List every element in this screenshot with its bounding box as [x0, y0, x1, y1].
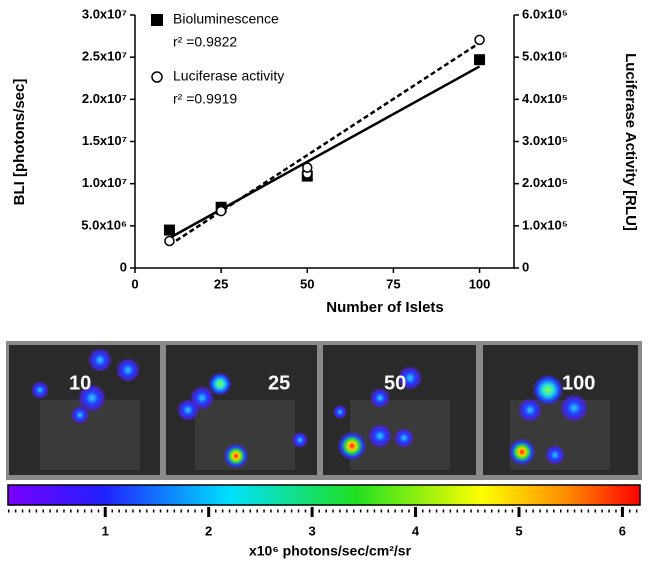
- y2-axis-title: Luciferase Activity [RLU]: [622, 53, 639, 231]
- image-label: 50: [384, 372, 406, 394]
- x-tick-label: 50: [300, 276, 314, 291]
- colorbar-label: x10⁶ photons/sec/cm²/sr: [249, 543, 412, 559]
- y2-tick-label: 0: [522, 259, 529, 274]
- point: [215, 205, 227, 217]
- colorbar: [7, 484, 641, 506]
- image-label: 25: [268, 372, 290, 394]
- image-strip: [6, 341, 642, 480]
- y-tick-label: 2.0x10⁷: [82, 91, 127, 106]
- y2-tick-label: 2.0x10⁵: [522, 175, 568, 190]
- y-tick-label: 1.5x10⁷: [82, 133, 127, 148]
- y-tick-label: 5.0x10⁶: [81, 217, 127, 232]
- x-tick-label: 75: [386, 276, 400, 291]
- colorbar-tick-label: 4: [412, 523, 420, 538]
- x-tick-label: 0: [131, 276, 138, 291]
- colorbar-tick-label: 5: [515, 523, 522, 538]
- r2-annotation: r² =0.9822: [173, 34, 237, 50]
- point: [163, 224, 175, 236]
- point: [474, 54, 486, 66]
- image-label: 100: [562, 372, 595, 394]
- legend-label: Bioluminescence: [173, 11, 279, 27]
- fit-line: [168, 41, 481, 247]
- y2-tick-label: 3.0x10⁵: [522, 133, 568, 148]
- image-label: 10: [69, 372, 91, 394]
- y2-tick-label: 1.0x10⁵: [522, 217, 568, 232]
- colorbar-tick-label: 3: [308, 523, 315, 538]
- legend-marker: [151, 14, 163, 26]
- legend-label: Luciferase activity: [173, 68, 284, 84]
- y-tick-label: 1.0x10⁷: [82, 175, 127, 190]
- y2-tick-label: 5.0x10⁵: [522, 49, 568, 64]
- x-axis-title: Number of Islets: [326, 299, 444, 316]
- y-tick-label: 2.5x10⁷: [82, 49, 127, 64]
- point: [302, 162, 313, 173]
- legend-marker: [151, 71, 163, 83]
- colorbar-tick-label: 6: [619, 523, 626, 538]
- x-tick-label: 25: [214, 276, 228, 291]
- y-tick-label: 3.0x10⁷: [82, 6, 127, 21]
- y2-tick-label: 4.0x10⁵: [522, 91, 568, 106]
- colorbar-tick-label: 1: [102, 523, 109, 538]
- y2-tick-label: 6.0x10⁵: [522, 6, 568, 21]
- x-tick-label: 100: [469, 276, 491, 291]
- y-tick-label: 0: [120, 259, 127, 274]
- colorbar-tick-label: 2: [205, 523, 212, 538]
- point: [164, 235, 175, 247]
- y-axis-title: BLI [photons/sec]: [11, 79, 28, 206]
- r2-annotation: r² =0.9919: [173, 91, 237, 107]
- point: [474, 34, 485, 46]
